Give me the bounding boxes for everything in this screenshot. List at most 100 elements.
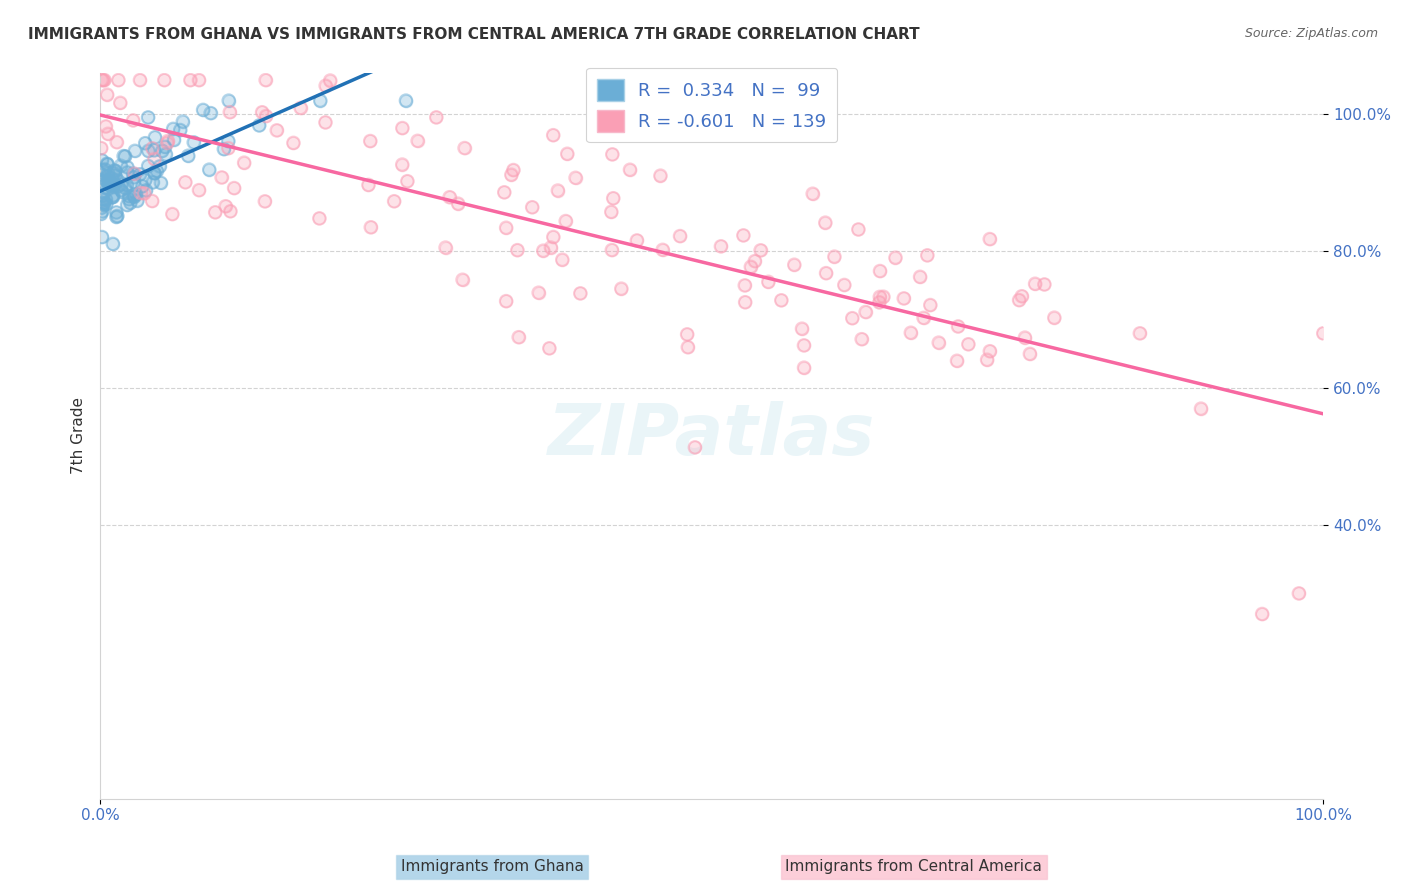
Point — [1288, 586, 1310, 600]
Point — [105, 210, 128, 224]
Point — [1008, 293, 1031, 307]
Point — [710, 239, 733, 253]
Point — [1043, 310, 1066, 325]
Point — [91, 195, 114, 210]
Point — [527, 285, 550, 300]
Point — [97, 127, 120, 141]
Point — [222, 181, 245, 195]
Point — [1251, 607, 1274, 621]
Point — [112, 149, 135, 163]
Point — [90, 230, 112, 244]
Point — [103, 166, 125, 180]
Point — [319, 73, 342, 87]
Point — [425, 111, 447, 125]
Point — [626, 234, 648, 248]
Point — [103, 179, 125, 194]
Point — [564, 170, 586, 185]
Point — [1189, 401, 1212, 416]
Point — [957, 337, 980, 351]
Point — [150, 144, 173, 158]
Point — [117, 165, 139, 179]
Point — [96, 197, 118, 211]
Point — [1033, 277, 1056, 292]
Point — [1018, 347, 1040, 361]
Point — [177, 149, 200, 163]
Point — [453, 141, 475, 155]
Point — [834, 277, 856, 292]
Point — [179, 73, 201, 87]
Point — [869, 290, 891, 304]
Point — [142, 176, 165, 190]
Point — [360, 220, 382, 235]
Point — [156, 134, 179, 148]
Point — [141, 194, 163, 208]
Point — [734, 295, 756, 310]
Point — [91, 192, 114, 206]
Point — [143, 143, 166, 157]
Point — [110, 178, 132, 192]
Point — [233, 155, 256, 169]
Point — [155, 147, 177, 161]
Point — [143, 130, 166, 145]
Text: Immigrants from Central America: Immigrants from Central America — [786, 859, 1042, 874]
Point — [502, 163, 524, 178]
Point — [91, 192, 114, 206]
Point — [129, 73, 152, 87]
Point — [946, 353, 969, 368]
Point — [124, 167, 146, 181]
Point — [551, 252, 574, 267]
Point — [122, 167, 145, 181]
Point — [91, 73, 114, 87]
Point — [105, 173, 128, 187]
Point — [218, 94, 240, 108]
Point — [115, 178, 138, 192]
Point — [90, 207, 112, 221]
Point — [122, 175, 145, 189]
Point — [219, 204, 242, 219]
Point — [117, 165, 139, 179]
Point — [153, 140, 176, 154]
Point — [357, 178, 380, 192]
Point — [169, 123, 191, 137]
Point — [135, 183, 157, 197]
Point — [793, 360, 815, 375]
Point — [253, 194, 276, 209]
Point — [283, 136, 305, 150]
Point — [710, 239, 733, 253]
Point — [250, 105, 273, 120]
Point — [841, 311, 863, 326]
Point — [547, 184, 569, 198]
Point — [790, 321, 813, 335]
Point — [122, 170, 145, 185]
Point — [129, 167, 152, 181]
Point — [105, 135, 128, 149]
Point — [600, 243, 623, 257]
Point — [118, 189, 141, 203]
Point — [96, 87, 118, 102]
Point — [396, 174, 419, 188]
Point — [382, 194, 405, 209]
Point — [97, 176, 120, 190]
Point — [211, 170, 233, 185]
Point — [90, 201, 112, 215]
Point — [141, 141, 163, 155]
Point — [156, 134, 179, 148]
Y-axis label: 7th Grade: 7th Grade — [72, 398, 86, 475]
Point — [900, 326, 922, 340]
Point — [868, 295, 890, 310]
Point — [855, 305, 877, 319]
Point — [218, 105, 240, 120]
Point — [187, 183, 209, 197]
Point — [153, 73, 176, 87]
Point — [103, 166, 125, 180]
Point — [928, 335, 950, 350]
Point — [543, 230, 565, 244]
Point — [114, 180, 136, 194]
Point — [501, 168, 523, 182]
Point — [204, 205, 226, 219]
Point — [94, 177, 117, 191]
Point — [212, 142, 235, 156]
Point — [97, 182, 120, 196]
Text: ZIPatlas: ZIPatlas — [548, 401, 876, 470]
Point — [93, 162, 115, 177]
